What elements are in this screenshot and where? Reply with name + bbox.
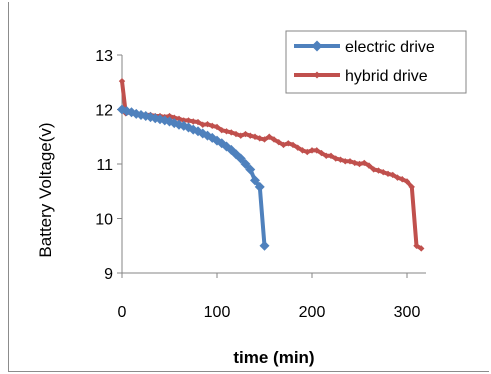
- data-point: [418, 245, 425, 252]
- data-point: [194, 118, 202, 126]
- data-point: [323, 152, 330, 160]
- x-tick-label: 0: [118, 304, 127, 321]
- data-point: [178, 120, 189, 131]
- legend-item-electric-drive: electric drive: [294, 39, 435, 56]
- data-point: [232, 130, 240, 138]
- axes: 9 10 11 12 13 0 100 200 300: [95, 48, 426, 321]
- legend-item-hybrid-drive: hybrid drive: [294, 68, 428, 85]
- legend-marker: [313, 71, 321, 79]
- x-axis-title: time (min): [233, 348, 314, 367]
- data-point: [180, 117, 187, 124]
- data-point: [118, 77, 126, 85]
- data-point: [270, 136, 278, 143]
- data-point: [327, 152, 335, 160]
- data-point: [365, 162, 373, 169]
- data-point: [294, 144, 301, 151]
- data-point: [218, 127, 225, 134]
- data-point: [171, 114, 178, 121]
- data-point: [242, 130, 249, 138]
- data-point: [413, 242, 420, 249]
- data-point: [235, 153, 246, 164]
- data-point: [213, 123, 221, 131]
- data-point: [370, 166, 377, 173]
- data-point: [318, 149, 325, 157]
- data-point: [247, 132, 254, 139]
- data-point: [204, 121, 211, 128]
- x-tick-label: 300: [394, 304, 421, 321]
- data-point: [332, 155, 339, 162]
- data-point: [351, 159, 358, 167]
- data-point: [240, 159, 251, 169]
- legend-box: [285, 30, 467, 94]
- y-tick-label: 10: [95, 212, 113, 229]
- y-tick-label: 11: [96, 157, 113, 174]
- data-point: [266, 133, 273, 140]
- series-layer: [117, 77, 425, 252]
- data-point: [394, 174, 401, 181]
- data-point: [166, 112, 173, 120]
- y-tick-label: 9: [104, 266, 113, 283]
- legend-label: hybrid drive: [345, 68, 428, 85]
- data-point: [209, 122, 216, 130]
- y-tick-label: 13: [95, 48, 113, 65]
- chart-frame: [8, 2, 489, 372]
- data-point: [389, 171, 396, 179]
- data-point: [408, 183, 415, 191]
- series-hybrid-drive: [118, 77, 425, 252]
- data-point: [175, 115, 183, 122]
- data-point: [403, 178, 411, 185]
- data-point: [245, 164, 256, 175]
- legend-items: electric drive hybrid drive: [294, 39, 435, 85]
- y-axis-title: Battery Voltage(v): [36, 122, 55, 257]
- x-tick-label: 200: [299, 304, 326, 321]
- data-point: [384, 170, 392, 178]
- y-tick-label: 12: [95, 103, 113, 120]
- legend-marker: [311, 40, 323, 52]
- x-ticks: 0 100 200 300: [118, 273, 421, 321]
- data-point: [261, 136, 268, 143]
- data-point: [259, 240, 270, 251]
- data-point: [199, 121, 206, 128]
- data-point: [190, 118, 197, 125]
- data-point: [356, 160, 363, 168]
- data-point: [399, 176, 406, 183]
- data-point: [237, 132, 244, 139]
- x-tick-label: 100: [204, 304, 231, 321]
- legend: electric drive hybrid drive: [285, 30, 467, 94]
- data-point: [250, 175, 260, 186]
- data-point: [289, 141, 297, 149]
- data-point: [256, 135, 263, 142]
- data-point: [251, 133, 259, 140]
- data-point: [361, 159, 368, 167]
- data-point: [299, 147, 306, 154]
- data-point: [223, 128, 230, 135]
- data-point: [308, 147, 316, 154]
- data-point: [185, 117, 192, 124]
- legend-label: electric drive: [345, 39, 435, 56]
- y-ticks: 9 10 11 12 13: [95, 48, 122, 283]
- data-point: [313, 147, 320, 154]
- data-point: [254, 181, 265, 192]
- data-point: [342, 158, 349, 165]
- series-electric-drive: [117, 104, 270, 251]
- series-line: [120, 80, 423, 251]
- data-point: [275, 139, 282, 146]
